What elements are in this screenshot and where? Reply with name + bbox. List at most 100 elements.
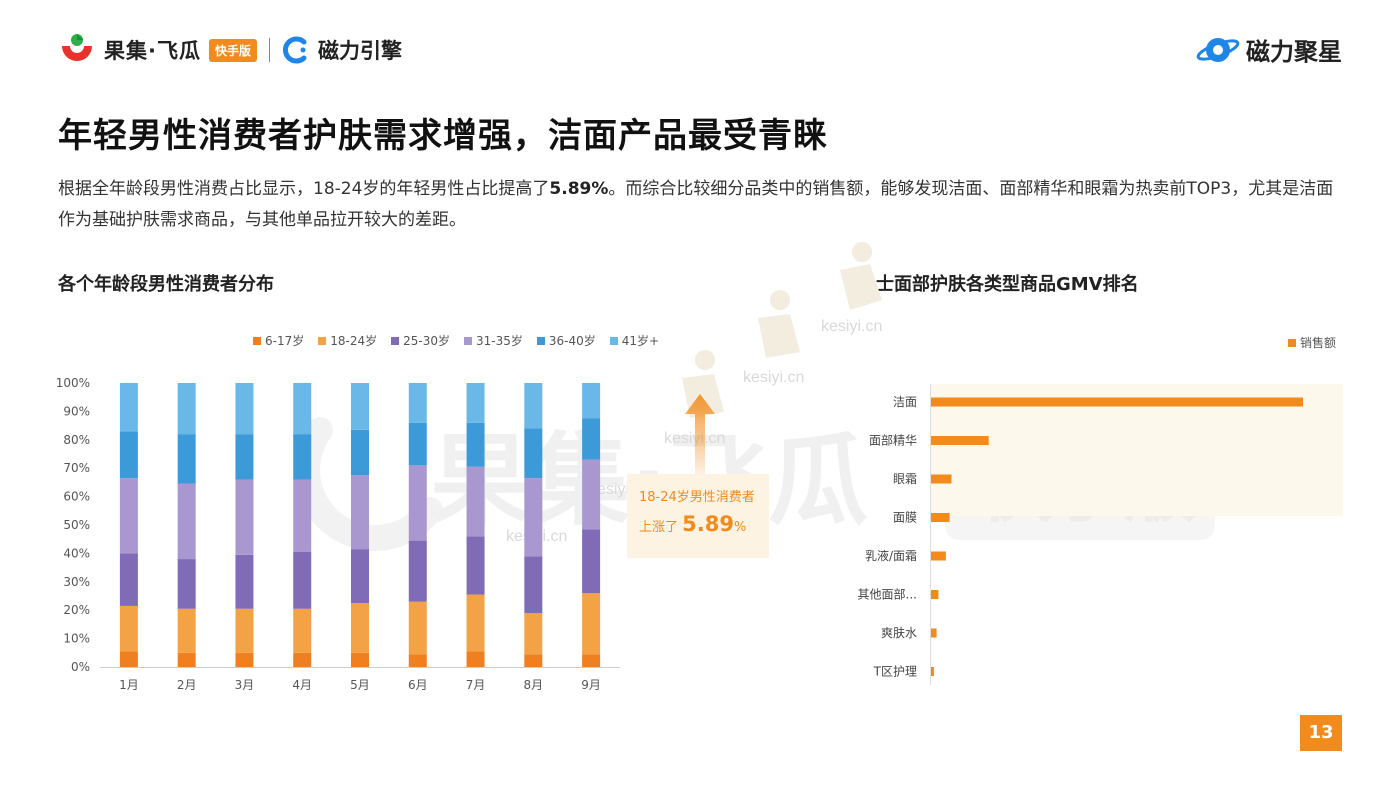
brand-separator [269,38,270,62]
legend-item: 25-30岁 [391,332,450,349]
callout-prefix: 上涨了 [639,520,679,535]
bar-segment [466,383,485,423]
y-tick-label: 50% [63,518,90,532]
cili-engine-icon [283,36,307,64]
planet-logo-icon [1196,37,1240,62]
bar-segment [466,651,485,667]
bar-segment [582,383,601,419]
right-section-title: 男士面部护肤各类型商品GMV排名 [858,274,1139,295]
bar-segment [177,608,196,653]
bar-segment [177,652,196,667]
category-label: 眼霜 [893,472,917,486]
bar-segment [177,483,196,560]
bar-segment [408,465,427,541]
description-part2: 。而综合比较细分品类中的销售额，能够发现洁面、面部精华和眼霜为热卖前TOP3，尤… [58,179,1334,230]
description-highlight: 5.89% [549,179,609,199]
legend-swatch [1288,338,1296,347]
y-tick-label: 70% [63,461,90,475]
category-label: 面部精华 [869,433,917,448]
bar-segment [235,554,254,609]
y-tick-label: 90% [63,404,90,418]
x-tick-label: 2月 [177,678,197,692]
x-tick-label: 7月 [466,678,486,692]
y-tick-label: 60% [63,490,90,504]
category-label: 乳液/面霜 [865,548,917,563]
bar-segment [177,559,196,609]
legend-item: 6-17岁 [253,332,304,349]
bar-segment [293,608,312,653]
bar-segment [235,652,254,667]
legend-swatch [464,336,472,345]
bar-segment [582,654,601,667]
legend-label: 36-40岁 [548,334,596,348]
category-label: 洁面 [893,395,917,409]
y-tick-label: 80% [63,433,90,447]
gmv-bar [931,590,939,599]
growth-callout: 18-24岁男性消费者 上涨了 5.89% [627,474,769,558]
bar-segment [524,654,543,667]
description: 根据全年龄段男性消费占比显示，18-24岁的年轻男性占比提高了5.89%。而综合… [58,174,1348,236]
right-chart-legend: 销售额 [1288,334,1336,351]
legend-item: 41岁+ [609,332,660,349]
x-tick-label: 4月 [292,678,312,692]
legend-item: 18-24岁 [318,332,377,349]
legend-swatch [253,336,261,345]
x-tick-label: 9月 [581,678,601,692]
bar-segment [582,459,601,530]
bar-segment [582,593,601,655]
callout-unit: % [733,520,747,535]
legend-item: 销售额 [1288,334,1336,351]
bar-segment [524,428,543,479]
bar-segment [119,478,138,554]
page-number: 13 [1300,715,1342,751]
y-tick-label: 10% [63,632,90,646]
bar-segment [408,654,427,667]
age-distribution-chart: 0% 10% 20% 30% 40% 50% 60% 70% 80% 90% 100% 1月 2月 3月 4… [56,376,620,692]
feigua-logo-icon [62,34,92,61]
bar-segment [293,551,312,609]
bar-segment [235,434,254,480]
bar-segment [119,431,138,479]
legend-label: 25-30岁 [403,334,450,348]
gmv-bar [931,474,952,484]
bar-segment [582,418,601,460]
watermark-text: kesiyi.cn [743,369,805,386]
category-label: 面膜 [893,511,917,525]
brand-cili-juxing: 磁力聚星 [1246,38,1342,66]
gmv-bar [931,513,950,522]
x-tick-label: 1月 [119,678,139,692]
legend-label: 41岁+ [621,334,660,348]
up-arrow-icon [685,394,715,476]
bar-segment [408,601,427,655]
bar-segment [351,652,369,667]
bar-segment [524,556,543,614]
bar-segment [119,651,138,667]
bar-segment [293,383,312,435]
bar-segment [524,613,543,655]
bar-segment [408,383,427,423]
gmv-bar [931,397,1303,407]
bar-segment [466,466,485,537]
legend-item: 31-35岁 [464,332,523,349]
bar-segment [351,475,369,550]
brand-cili-engine: 磁力引擎 [318,39,402,63]
watermark-text: kesiyi.cn [664,430,726,447]
gmv-bar [931,667,934,676]
bar-segment [408,540,427,602]
description-part1: 根据全年龄段男性消费占比显示，18-24岁的年轻男性占比提高了 [58,179,550,199]
page-title: 年轻男性消费者护肤需求增强，洁面产品最受青睐 [58,116,828,156]
bar-segment [119,605,138,652]
logo-cili-juxing: 磁力聚星 [1196,32,1342,67]
brand-badge: 快手版 [208,38,257,62]
bar-segment [524,478,543,557]
left-section-title: 各个年龄段男性消费者分布 [58,274,274,295]
brand-feigua-name: 果集·飞瓜 [104,39,201,63]
legend-swatch [536,336,545,345]
logo-guoji-feigua: 果集·飞瓜 快手版 磁力引擎 [58,32,402,68]
bar-segment [524,383,543,429]
bar-segment [235,608,254,653]
x-tick-label: 6月 [408,678,428,692]
legend-swatch [318,336,327,345]
legend-label: 销售额 [1300,336,1337,350]
